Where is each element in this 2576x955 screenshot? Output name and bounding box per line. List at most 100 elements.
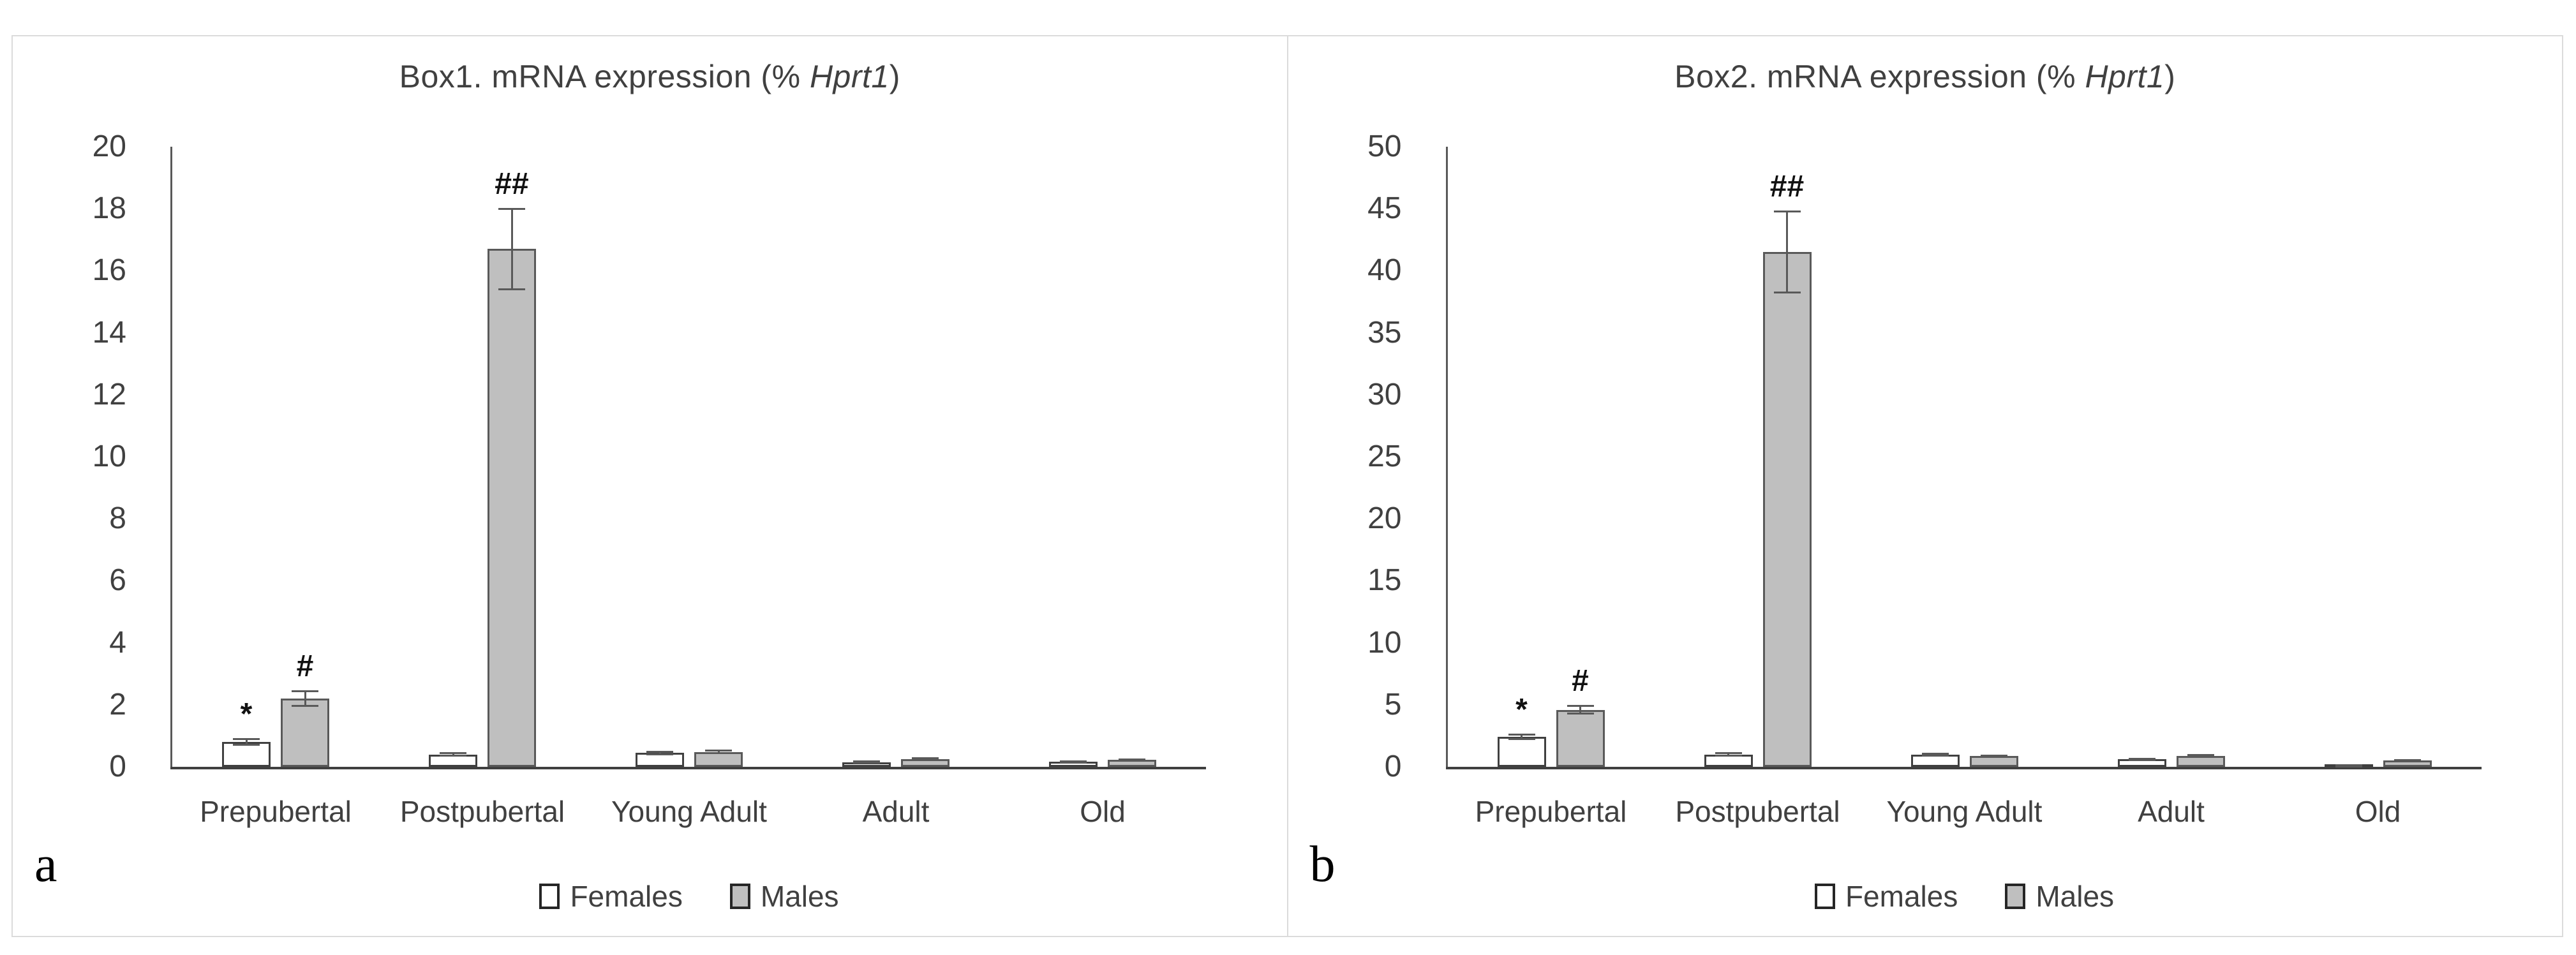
figure-frame: Box1. mRNA expression (% Hprt1) a 0 2 4 6 8 1… (11, 35, 2563, 937)
y-tick-label: 5 (1384, 687, 1402, 722)
x-category-label: Postpubertal (399, 795, 565, 828)
error-bar-cap-bottom (1567, 713, 1594, 715)
legend-item-females: Females (539, 879, 683, 914)
x-category-label: Young Adult (1886, 795, 2043, 828)
error-bar-cap-bottom (1119, 759, 1145, 762)
chart-title-a: Box1. mRNA expression (% Hprt1) (51, 58, 1249, 95)
y-tick-label: 16 (92, 253, 126, 288)
error-bar-cap-bottom (1921, 754, 1949, 757)
error-bar-line (304, 690, 306, 707)
y-tick-label: 4 (109, 625, 126, 660)
error-bar-line (245, 739, 248, 745)
legend-label: Females (1845, 880, 1958, 913)
error-bar-cap-top (853, 760, 880, 763)
error-bar-cap-bottom (1715, 754, 1742, 757)
legend-label: Males (760, 880, 839, 913)
y-tick-label: 14 (92, 315, 126, 350)
y-tick-label: 0 (1384, 750, 1402, 783)
y-axis-line (170, 147, 172, 768)
error-bar-cap-top (705, 750, 732, 752)
y-tick-label: 45 (1367, 191, 1402, 226)
y-tick-label: 30 (1367, 377, 1402, 411)
error-bar-cap-top (440, 751, 466, 754)
error-bar-line (717, 750, 720, 754)
bar-males-young-adult (694, 751, 743, 767)
error-bar-cap-top (233, 738, 260, 741)
error-bar-cap-top (498, 208, 525, 211)
significance-asterisk: * (240, 697, 253, 732)
legend-swatch-icon (2005, 884, 2026, 909)
y-tick-label: 2 (109, 687, 126, 722)
error-bar-cap-top (1060, 760, 1087, 762)
error-bar-cap-top (2335, 764, 2362, 767)
error-bar-cap-bottom (646, 753, 673, 755)
significance-hash: ## (495, 167, 529, 202)
error-bar-cap-bottom (853, 762, 880, 764)
error-bar-line (452, 752, 454, 757)
y-tick-label: 12 (92, 377, 126, 411)
x-category-label: Young Adult (611, 795, 767, 828)
legend-swatch-icon (1814, 884, 1835, 909)
error-bar-cap-top (1567, 704, 1594, 707)
error-bar-cap-bottom (233, 743, 260, 746)
chart-title-b: Box2. mRNA expression (% Hprt1) (1327, 58, 2524, 95)
error-bar-cap-bottom (912, 759, 939, 761)
y-tick-label: 50 (1367, 130, 1402, 163)
error-bar-cap-top (2187, 753, 2214, 756)
x-category-label: Prepubertal (1475, 795, 1627, 828)
panel-letter-b: b (1309, 836, 1336, 892)
error-bar-cap-bottom (2335, 766, 2362, 768)
error-bar-cap-top (2128, 757, 2155, 760)
y-tick-label: 15 (1367, 563, 1402, 598)
panel-a: Box1. mRNA expression (% Hprt1) a 0 2 4 6 8 1… (13, 36, 1287, 936)
error-bar-cap-bottom (440, 755, 466, 757)
y-tick-label: 20 (92, 130, 126, 163)
error-bar-cap-bottom (292, 705, 318, 707)
x-category-label: Old (1080, 795, 1126, 828)
error-bar-cap-top (1773, 211, 1801, 213)
legend-item-males: Males (2005, 879, 2114, 914)
significance-hash: # (296, 649, 314, 683)
significance-asterisk: * (1515, 693, 1528, 727)
error-bar-cap-bottom (2128, 759, 2155, 761)
legend: Females Males (172, 879, 1206, 914)
error-bar-cap-bottom (498, 288, 525, 290)
y-tick-label: 25 (1367, 440, 1402, 473)
chart-title-gene-name: Hprt1 (2085, 59, 2165, 94)
error-bar-cap-top (1715, 752, 1742, 755)
error-bar-cap-top (2394, 759, 2421, 761)
y-tick-label: 20 (1367, 501, 1402, 536)
significance-hash: # (1572, 663, 1589, 698)
legend-item-males: Males (729, 879, 839, 914)
y-tick-label: 35 (1367, 315, 1402, 350)
legend-swatch-icon (539, 884, 560, 909)
chart-title-suffix: ) (889, 59, 900, 94)
error-bar-line (1579, 705, 1581, 714)
error-bar-cap-bottom (1980, 756, 2007, 759)
y-tick-label: 40 (1367, 253, 1402, 288)
error-bar-line (1727, 753, 1729, 756)
legend-swatch-icon (729, 884, 750, 909)
y-tick-label: 10 (1367, 625, 1402, 660)
legend: Females Males (1448, 879, 2482, 914)
y-tick-label: 8 (109, 501, 126, 536)
error-bar-line (659, 751, 661, 755)
chart-title-text: Box1. mRNA expression (% (399, 59, 810, 94)
bar-males-prepubertal (281, 699, 329, 767)
error-bar-cap-top (1921, 752, 1949, 755)
x-axis-line (1445, 767, 2482, 769)
legend-label: Females (570, 880, 683, 913)
error-bar-cap-top (292, 690, 318, 692)
error-bar-line (1786, 211, 1788, 293)
error-bar-line (1521, 734, 1523, 740)
error-bar-cap-bottom (2394, 760, 2421, 762)
error-bar-cap-top (1119, 758, 1145, 760)
legend-label: Males (2036, 880, 2115, 913)
legend-item-females: Females (1814, 879, 1958, 914)
x-category-label: Adult (862, 795, 930, 828)
x-category-label: Postpubertal (1675, 795, 1840, 828)
chart-title-gene-name: Hprt1 (809, 59, 890, 94)
error-bar-cap-top (1980, 754, 2007, 757)
x-axis-line (170, 767, 1206, 769)
y-tick-label: 10 (92, 440, 126, 473)
